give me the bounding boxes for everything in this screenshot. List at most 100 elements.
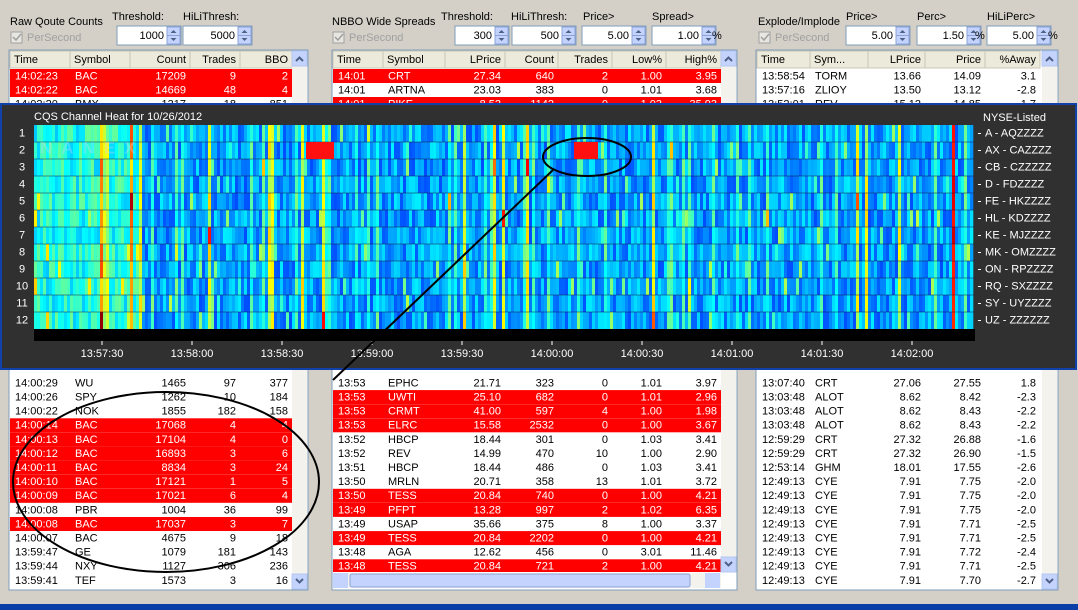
cell: 470 [536, 448, 554, 460]
heat-cell [847, 244, 851, 261]
heat-cell [661, 210, 665, 227]
heat-cell [406, 159, 410, 176]
heat-cell [589, 295, 593, 312]
spinbox[interactable] [511, 25, 577, 46]
heat-cell [520, 244, 524, 261]
heat-cell [649, 244, 653, 261]
heat-cell [52, 261, 56, 278]
cell: 14:00:10 [15, 476, 58, 488]
heat-cell [358, 312, 362, 329]
heat-cell [664, 142, 668, 159]
heat-cell [643, 295, 647, 312]
heat-cell [766, 261, 770, 278]
heat-cell [136, 312, 140, 329]
heat-cell [406, 125, 410, 142]
heat-cell [337, 312, 341, 329]
heat-cell [751, 159, 755, 176]
spinbox[interactable] [986, 25, 1052, 46]
heat-cell [433, 261, 437, 278]
heat-cell [571, 295, 575, 312]
cell: 721 [536, 561, 554, 573]
heat-cell [100, 227, 104, 244]
heat-cell [640, 193, 644, 210]
heat-cell [811, 278, 815, 295]
scroll-left[interactable] [333, 573, 348, 588]
heat-cell [424, 244, 428, 261]
heat-cell [700, 176, 704, 193]
heat-cell [154, 261, 158, 278]
heat-cell [415, 176, 419, 193]
heat-cell [943, 142, 947, 159]
heat-cell [118, 176, 122, 193]
heat-cell [709, 210, 713, 227]
heat-cell [712, 278, 716, 295]
heat-cell [787, 295, 791, 312]
heat-block [306, 142, 334, 159]
heat-cell [553, 125, 557, 142]
heat-cell [463, 142, 467, 159]
heat-cell [271, 176, 275, 193]
heat-cell [682, 210, 686, 227]
heat-cell [946, 142, 950, 159]
heat-cell [253, 176, 257, 193]
heat-cell [49, 142, 53, 159]
heat-cell [778, 261, 782, 278]
heat-cell [487, 142, 491, 159]
heat-cell [55, 176, 59, 193]
heat-cell [934, 210, 938, 227]
checkbox[interactable] [332, 31, 345, 44]
heat-cell [64, 142, 68, 159]
heat-cell [256, 244, 260, 261]
heat-cell [100, 176, 104, 193]
heat-cell [907, 159, 911, 176]
heat-cell [451, 193, 455, 210]
heat-cell [859, 210, 863, 227]
heat-cell [442, 142, 446, 159]
heat-cell [961, 210, 965, 227]
spinbox[interactable] [651, 25, 717, 46]
heat-cell [88, 210, 92, 227]
checkbox[interactable] [758, 31, 771, 44]
spinbox[interactable] [845, 25, 911, 46]
heat-cell [832, 159, 836, 176]
heat-cell [613, 125, 617, 142]
heat-cell [229, 261, 233, 278]
heat-cell [451, 312, 455, 329]
heat-cell [481, 312, 485, 329]
heat-cell [436, 193, 440, 210]
heat-cell [748, 295, 752, 312]
heat-cell [787, 142, 791, 159]
spinbox[interactable] [182, 25, 253, 46]
scroll-right[interactable] [705, 573, 720, 588]
heat-cell [385, 142, 389, 159]
heat-cell [469, 261, 473, 278]
heat-cell [205, 159, 209, 176]
spinbox[interactable] [116, 25, 182, 46]
heat-cell [919, 125, 923, 142]
heat-cell [781, 210, 785, 227]
heat-cell [511, 176, 515, 193]
heat-cell [229, 193, 233, 210]
spinbox[interactable] [916, 25, 982, 46]
heat-cell [517, 312, 521, 329]
cell: 0 [602, 84, 608, 96]
heat-cell [403, 261, 407, 278]
heat-cell [436, 227, 440, 244]
heat-cell [841, 142, 845, 159]
heat-cell [751, 312, 755, 329]
column-header[interactable] [984, 50, 1041, 69]
heat-cell [886, 142, 890, 159]
heat-cell [427, 159, 431, 176]
heat-cell [418, 210, 422, 227]
checkbox[interactable] [10, 31, 23, 44]
heat-cell [532, 176, 536, 193]
heat-cell [622, 125, 626, 142]
cell: GHM [815, 462, 841, 474]
heat-cell [253, 125, 257, 142]
row-highlight [333, 390, 721, 405]
heat-cell [199, 176, 203, 193]
heat-cell [76, 193, 80, 210]
spinbox[interactable] [581, 25, 647, 46]
h-scroll-thumb[interactable] [349, 573, 691, 588]
heat-cell [37, 125, 41, 142]
